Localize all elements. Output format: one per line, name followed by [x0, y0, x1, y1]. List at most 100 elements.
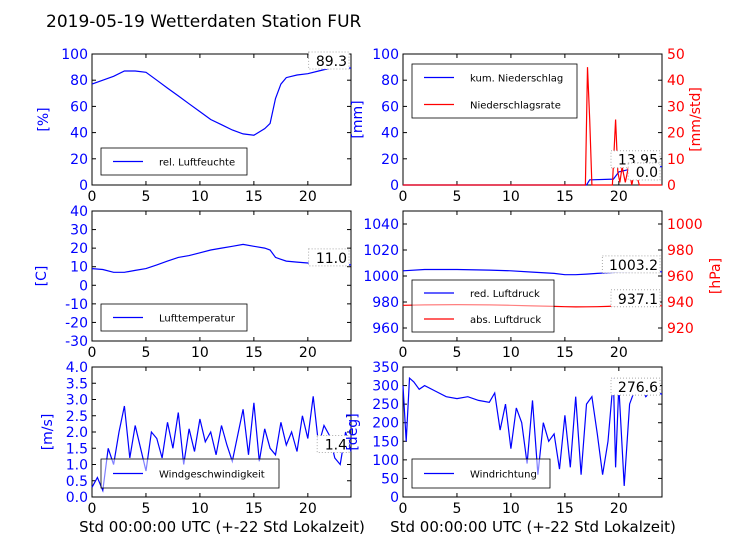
- y-tick-label: 10: [70, 260, 88, 276]
- figure-title: 2019-05-19 Wetterdaten Station FUR: [46, 12, 362, 32]
- y2-tick-label: 50: [667, 47, 685, 63]
- x-tick-label: 5: [452, 345, 461, 361]
- y-tick-label: 0.0: [66, 490, 88, 506]
- y-axis-label: [deg]: [345, 413, 361, 450]
- x-tick-label: 0: [399, 345, 408, 361]
- y2-axis-label: [mm/std]: [688, 87, 704, 152]
- series-line: [91, 67, 352, 136]
- x-tick-label: 20: [299, 345, 317, 361]
- x-tick-label: 0: [399, 501, 408, 517]
- x-tick-label: 10: [502, 189, 520, 205]
- value-label: 0.0: [636, 165, 658, 181]
- value-label-box: [610, 289, 661, 308]
- x-tick-label: 0: [88, 345, 97, 361]
- value-label-box: [601, 255, 661, 274]
- x-axis-label-left: Std 00:00:00 UTC (+-22 Std Lokalzeit): [79, 518, 365, 536]
- y-tick-label: 0: [390, 490, 399, 506]
- y-tick-label: 0: [79, 278, 88, 294]
- y2-tick-label: 940: [667, 295, 694, 311]
- y-tick-label: 3.0: [66, 393, 88, 409]
- y-tick-label: 200: [372, 416, 399, 432]
- series-line: [91, 243, 351, 273]
- legend-box: [411, 63, 578, 119]
- y-tick-label: 40: [70, 204, 88, 220]
- y-tick-label: 40: [70, 126, 88, 142]
- y-tick-label: 30: [70, 223, 88, 239]
- legend-label: Niederschlagsrate: [470, 101, 561, 112]
- y2-tick-label: 920: [667, 321, 694, 337]
- x-tick-label: 15: [556, 189, 574, 205]
- value-label-box: [316, 435, 350, 453]
- value-label: 1.4: [325, 438, 347, 454]
- x-tick-label: 20: [610, 189, 628, 205]
- x-tick-label: 10: [191, 345, 209, 361]
- y-tick-label: 350: [372, 360, 399, 376]
- x-tick-label: 20: [299, 189, 317, 205]
- y2-tick-label: 980: [667, 243, 694, 259]
- legend-label: Lufttemperatur: [159, 314, 236, 325]
- legend-box: [100, 303, 248, 332]
- panel-humidity: 0 5 10 15 20 0 20 40 60 80 100 [%] 89.3 rel. Luftfeuc…: [36, 47, 352, 205]
- x-tick-label: 15: [245, 189, 263, 205]
- x-tick-label: 5: [452, 501, 461, 517]
- value-label: 11.0: [316, 251, 347, 267]
- y-tick-label: 960: [372, 321, 399, 337]
- legend-label: kum. Niederschlag: [470, 74, 563, 85]
- panel-winddir: 0 5 10 15 20050100150200250300350[deg]276.6W…: [345, 360, 663, 517]
- x-tick-label: 20: [610, 501, 628, 517]
- x-tick-label: 5: [141, 189, 150, 205]
- y-tick-label: 1000: [363, 269, 399, 285]
- y-tick-label: 20: [70, 152, 88, 168]
- x-tick-label: 15: [556, 345, 574, 361]
- y-tick-label: 80: [70, 73, 88, 89]
- y-tick-label: 1.0: [66, 458, 88, 474]
- y-tick-label: 1.5: [66, 441, 88, 457]
- legend-label: abs. Luftdruck: [470, 315, 541, 326]
- y-tick-label: 80: [381, 73, 399, 89]
- y-tick-label: 0: [390, 178, 399, 194]
- y2-tick-label: 20: [667, 126, 685, 142]
- y-tick-label: 2.0: [66, 425, 88, 441]
- plot-frame: [91, 53, 352, 186]
- panel-windspeed: 0 5 10 15 20 0.00.51.01.52.02.53.03.54.0 [m/s]…: [40, 360, 352, 517]
- value-label: 276.6: [618, 380, 658, 396]
- x-tick-label: 10: [502, 501, 520, 517]
- y2-tick-label: 0: [667, 178, 676, 194]
- y-tick-label: -10: [65, 297, 88, 313]
- value-label-box: [308, 51, 350, 70]
- x-tick-label: 0: [399, 189, 408, 205]
- y-tick-label: -20: [65, 315, 88, 331]
- x-tick-label: 20: [610, 345, 628, 361]
- panel-precip: 0 5 10 15 20 0 20 40 60 80 100 0 10 20 30 40 50 [mm] [mm/s…: [350, 47, 704, 205]
- legend-label: red. Luftdruck: [470, 289, 540, 300]
- series-line: [402, 376, 663, 486]
- plot-frame: [402, 366, 663, 498]
- legend-label: rel. Luftfeuchte: [159, 158, 235, 169]
- y-tick-label: 20: [70, 241, 88, 257]
- y2-tick-label: 10: [667, 152, 685, 168]
- x-tick-label: 20: [299, 501, 317, 517]
- y-tick-label: 100: [372, 453, 399, 469]
- legend-label: Windgeschwindigkeit: [159, 470, 265, 481]
- plot-frame: [91, 210, 352, 342]
- y-tick-label: 250: [372, 397, 399, 413]
- y-tick-label: 2.5: [66, 409, 88, 425]
- panel-temperature: 0 5 10 15 20 -30 -20 -10 0 10 20 30 40 [C] 11.0 Lufttem…: [34, 204, 352, 361]
- x-axis-label-right: Std 00:00:00 UTC (+-22 Std Lokalzeit): [390, 518, 676, 536]
- series-line: [91, 396, 352, 493]
- x-tick-label: 15: [245, 501, 263, 517]
- y-tick-label: 980: [372, 295, 399, 311]
- x-tick-label: 15: [245, 345, 263, 361]
- value-label-box: [610, 377, 661, 396]
- y-tick-label: 100: [372, 47, 399, 63]
- y-tick-label: 150: [372, 434, 399, 450]
- value-label: 1003.2: [609, 258, 658, 274]
- y-tick-label: 60: [70, 99, 88, 115]
- y-tick-label: 0: [79, 178, 88, 194]
- y-axis-label: [mm]: [350, 100, 366, 138]
- x-tick-label: 5: [141, 345, 150, 361]
- y-tick-label: 4.0: [66, 360, 88, 376]
- x-tick-label: 0: [88, 501, 97, 517]
- value-label-box: [627, 162, 661, 181]
